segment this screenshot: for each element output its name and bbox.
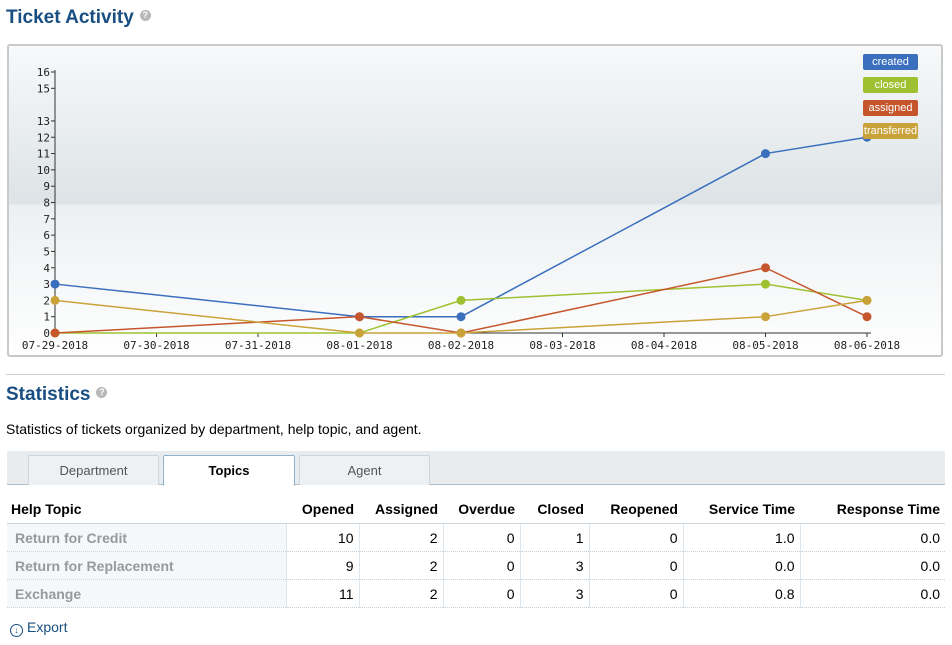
y-tick-label: 3 <box>43 278 50 291</box>
data-point-transferred <box>355 328 364 338</box>
y-tick-label: 12 <box>37 131 50 144</box>
ticket-activity-title: Ticket Activity <box>6 7 134 28</box>
section-divider <box>6 374 945 375</box>
cell-response-time: 0.0 <box>799 551 945 580</box>
y-tick-label: 2 <box>43 294 50 307</box>
data-point-assigned <box>761 263 770 273</box>
x-tick-label: 08-03-2018 <box>529 339 595 352</box>
column-header[interactable]: Opened <box>286 495 359 524</box>
legend-item-transferred[interactable]: transferred <box>863 123 918 139</box>
x-tick-label: 07-30-2018 <box>123 339 189 352</box>
x-tick-label: 08-04-2018 <box>631 339 697 352</box>
topic-name: Exchange <box>7 579 286 608</box>
column-header[interactable]: Service Time <box>683 495 800 524</box>
download-icon: ↓ <box>10 624 23 637</box>
tab-department[interactable]: Department <box>28 455 159 485</box>
cell-reopened: 0 <box>588 523 683 552</box>
series-line-created <box>54 136 868 318</box>
cell-assigned: 2 <box>358 523 443 552</box>
x-tick-label: 08-05-2018 <box>732 339 798 352</box>
cell-closed: 3 <box>519 551 589 580</box>
data-point-transferred <box>50 295 60 305</box>
column-header[interactable]: Assigned <box>359 495 443 524</box>
y-tick-label: 8 <box>43 197 50 210</box>
cell-overdue: 0 <box>442 523 520 552</box>
x-tick-label: 07-31-2018 <box>225 339 291 352</box>
cell-assigned: 2 <box>358 551 443 580</box>
data-point-assigned <box>50 328 60 338</box>
y-tick-label: 6 <box>43 229 50 242</box>
y-tick-label: 13 <box>37 115 50 128</box>
statistics-description: Statistics of tickets organized by depar… <box>6 421 422 437</box>
statistics-title: Statistics <box>6 384 91 405</box>
table-row: Return for Replacement 9 2 0 3 0 0.0 0.0 <box>7 551 945 580</box>
cell-opened: 11 <box>285 579 359 608</box>
help-icon[interactable]: ? <box>139 10 151 22</box>
table-row: Exchange 11 2 0 3 0 0.8 0.0 <box>7 579 945 608</box>
cell-reopened: 0 <box>588 579 683 608</box>
y-tick-label: 7 <box>43 213 50 226</box>
legend-item-closed[interactable]: closed <box>863 77 918 93</box>
cell-opened: 10 <box>285 523 359 552</box>
topic-name: Return for Replacement <box>7 551 286 580</box>
data-point-created <box>50 279 60 289</box>
help-icon[interactable]: ? <box>96 387 108 399</box>
x-tick-label: 08-02-2018 <box>428 339 494 352</box>
y-tick-label: 16 <box>37 66 50 79</box>
column-header[interactable]: Help Topic <box>7 495 286 524</box>
y-tick-label: 10 <box>37 164 50 177</box>
cell-response-time: 0.0 <box>799 579 945 608</box>
column-header[interactable]: Reopened <box>589 495 683 524</box>
statistics-tabs: Department Topics Agent <box>7 451 945 486</box>
y-tick-label: 9 <box>43 180 50 193</box>
table-row: Return for Credit 10 2 0 1 0 1.0 0.0 <box>7 523 945 552</box>
legend-item-created[interactable]: created <box>863 54 918 70</box>
data-point-closed <box>761 279 770 289</box>
data-point-transferred <box>761 312 770 322</box>
y-tick-label: 15 <box>37 82 50 95</box>
x-tick-label: 08-01-2018 <box>326 339 392 352</box>
y-tick-label: 5 <box>43 245 50 258</box>
data-point-transferred <box>456 328 466 338</box>
series-line-closed <box>55 283 868 334</box>
tab-agent[interactable]: Agent <box>299 455 430 485</box>
y-tick-label: 0 <box>43 327 50 340</box>
statistics-table: Help Topic Opened Assigned Overdue Close… <box>7 495 945 608</box>
x-tick-label: 07-29-2018 <box>22 339 88 352</box>
export-link[interactable]: ↓ Export <box>10 619 67 637</box>
table-header-row: Help Topic Opened Assigned Overdue Close… <box>7 495 945 524</box>
y-tick-label: 4 <box>43 262 50 275</box>
cell-service-time: 1.0 <box>682 523 800 552</box>
data-point-assigned <box>355 312 364 322</box>
ticket-activity-chart: 0 1 2 3 4 5 6 7 8 9 10 11 12 13 15 16 07-29-2018 07-30-20… <box>7 44 943 357</box>
legend-item-assigned[interactable]: assigned <box>863 100 918 116</box>
statistics-heading: Statistics? <box>6 384 108 406</box>
cell-reopened: 0 <box>588 551 683 580</box>
data-point-created <box>761 149 770 159</box>
y-tick-label: 1 <box>43 311 50 324</box>
data-point-transferred <box>862 295 872 305</box>
data-point-closed <box>456 295 466 305</box>
column-header[interactable]: Overdue <box>443 495 520 524</box>
cell-closed: 1 <box>519 523 589 552</box>
column-header[interactable]: Response Time <box>800 495 945 524</box>
column-header[interactable]: Closed <box>520 495 589 524</box>
export-label: Export <box>27 619 68 635</box>
x-tick-label: 08-06-2018 <box>834 339 900 352</box>
ticket-activity-heading: Ticket Activity? <box>6 7 151 29</box>
cell-overdue: 0 <box>442 579 520 608</box>
cell-service-time: 0.8 <box>682 579 800 608</box>
data-point-created <box>456 312 466 322</box>
cell-overdue: 0 <box>442 551 520 580</box>
tab-topics[interactable]: Topics <box>163 455 295 486</box>
cell-service-time: 0.0 <box>682 551 800 580</box>
cell-assigned: 2 <box>358 579 443 608</box>
cell-closed: 3 <box>519 579 589 608</box>
cell-opened: 9 <box>285 551 359 580</box>
y-tick-label: 11 <box>37 148 50 161</box>
cell-response-time: 0.0 <box>799 523 945 552</box>
topic-name: Return for Credit <box>7 523 286 552</box>
data-point-assigned <box>862 312 872 322</box>
